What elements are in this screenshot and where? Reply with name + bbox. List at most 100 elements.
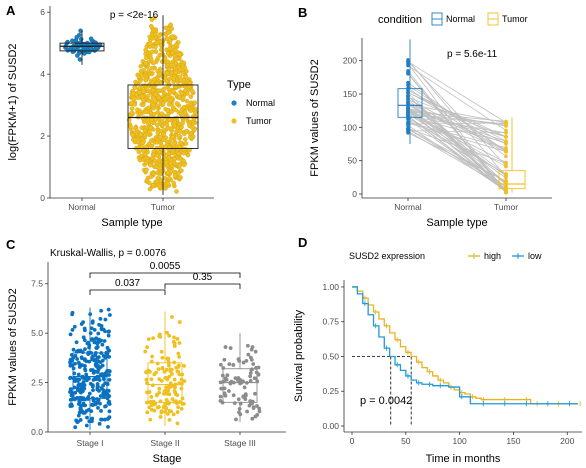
a-point-tumor [181, 158, 186, 164]
a-point-tumor [181, 105, 187, 110]
a-point-tumor [139, 94, 145, 99]
c-point-1 [76, 413, 81, 418]
c-point-1 [97, 388, 101, 393]
c-point-2 [159, 349, 164, 354]
a-point-tumor [189, 88, 195, 94]
c-point-1 [68, 387, 73, 392]
d-y-tick-label: 0.50 [322, 351, 339, 361]
c-point-1 [97, 378, 102, 382]
a-points [63, 15, 198, 194]
a-point-tumor [129, 106, 135, 111]
a-legend-key [231, 118, 237, 124]
c-point-1 [91, 354, 95, 359]
b-paired-line [407, 63, 507, 193]
b-paired-lines [407, 59, 507, 193]
c-point-2 [175, 337, 180, 341]
a-point-tumor [165, 108, 171, 114]
c-point-2 [157, 386, 162, 391]
c-point-1 [105, 382, 110, 387]
c-point-3 [228, 346, 233, 350]
a-point-tumor [163, 25, 169, 31]
a-point-tumor [143, 109, 149, 115]
a-point-tumor [149, 65, 155, 71]
b-paired-line [407, 92, 507, 193]
a-point-tumor [173, 66, 178, 71]
c-point-2 [163, 388, 168, 393]
a-point-tumor [182, 137, 188, 142]
a-point-tumor [166, 30, 171, 35]
a-point-tumor [171, 105, 176, 111]
c-point-1 [107, 415, 112, 420]
c-comparison-pvalue: 0.037 [115, 278, 140, 289]
c-point-3 [256, 365, 261, 370]
a-point-tumor [167, 46, 172, 52]
c-point-2 [163, 375, 168, 380]
a-point-tumor [150, 49, 155, 54]
a-point-tumor [168, 168, 174, 174]
b-point-normal [406, 128, 410, 133]
c-point-3 [253, 349, 258, 354]
a-point-tumor [152, 76, 157, 82]
c-point-2 [173, 385, 177, 390]
c-point-2 [145, 345, 149, 350]
c-point-1 [86, 340, 91, 345]
b-y-axis-title: FPKM values of SUSD2 [309, 59, 321, 176]
a-point-tumor [166, 102, 172, 107]
c-point-1 [68, 376, 73, 380]
a-point-tumor [162, 176, 168, 181]
c-point-2 [182, 363, 187, 368]
c-point-1 [101, 353, 106, 358]
a-point-tumor [145, 94, 151, 99]
a-point-tumor [130, 132, 136, 138]
b-y-tick-label: 200 [343, 56, 357, 66]
c-point-1 [79, 355, 84, 360]
c-point-1 [93, 357, 98, 362]
c-point-2 [145, 410, 150, 415]
a-point-tumor [193, 110, 198, 116]
a-point-tumor [178, 175, 183, 180]
c-point-2 [160, 366, 165, 371]
c-point-1 [68, 363, 73, 367]
d-x-tick-label: 150 [506, 436, 520, 446]
a-point-tumor [151, 171, 156, 176]
c-point-1 [102, 339, 107, 343]
b-point-tumor [504, 172, 508, 176]
c-point-2 [143, 349, 148, 354]
a-point-tumor [154, 40, 159, 46]
b-point-normal [406, 107, 410, 111]
b-paired-line [407, 108, 507, 193]
a-point-tumor [163, 75, 168, 81]
b-point-normal [406, 94, 410, 98]
c-point-2 [152, 408, 157, 413]
a-point-tumor [151, 183, 156, 188]
a-point-tumor [136, 149, 142, 155]
c-point-3 [250, 367, 254, 372]
c-point-1 [89, 326, 94, 331]
d-y-tick-label: 0.75 [322, 317, 339, 327]
c-point-1 [90, 383, 95, 387]
b-paired-line [407, 72, 507, 193]
c-point-3 [218, 362, 223, 367]
c-point-1 [108, 313, 112, 317]
b-paired-line [407, 95, 507, 184]
a-point-tumor [181, 150, 187, 156]
d-legend-title: SUSD2 expression [349, 251, 425, 261]
a-legend-title: Type [227, 79, 251, 91]
c-point-1 [106, 424, 110, 429]
c-point-1 [83, 403, 87, 408]
c-point-1 [96, 359, 101, 364]
c-point-2 [150, 354, 154, 359]
b-point-normal [406, 80, 410, 85]
c-point-2 [170, 397, 175, 402]
c-point-1 [68, 403, 73, 407]
c-point-1 [107, 402, 112, 406]
c-y-axis-title: FPKM values of SUSD2 [7, 288, 19, 405]
d-y-tick-label: 0.00 [322, 421, 339, 431]
c-point-2 [176, 369, 180, 374]
c-comparison-bracket [89, 289, 166, 295]
c-point-2 [182, 379, 187, 384]
a-point-tumor [143, 144, 149, 150]
c-point-1 [71, 347, 76, 352]
a-point-tumor [152, 44, 158, 50]
